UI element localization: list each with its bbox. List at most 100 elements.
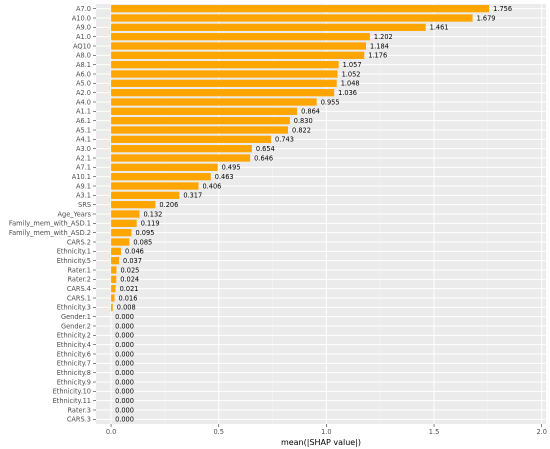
x-tick-label: 0.5 — [213, 428, 224, 436]
value-label: 0.000 — [115, 406, 134, 414]
y-tick-label: A1.0 — [76, 33, 91, 41]
y-tick-label: A2.0 — [76, 89, 91, 97]
bar — [111, 229, 132, 237]
y-tick-label: Age_Years — [58, 210, 92, 218]
value-label: 0.000 — [115, 322, 134, 330]
y-tick-label: A2.1 — [76, 154, 91, 162]
y-tick-label: Ethnicity.5 — [57, 257, 91, 265]
bar — [111, 145, 252, 153]
y-tick-label: Ethnicity.4 — [57, 341, 91, 349]
y-tick-label: A7.0 — [76, 5, 91, 13]
value-label: 0.008 — [117, 304, 136, 312]
value-label: 0.024 — [120, 276, 139, 284]
x-tick-label: 2.0 — [536, 428, 547, 436]
bar — [111, 117, 290, 125]
y-tick-label: Ethnicity.1 — [57, 248, 91, 256]
value-label: 0.646 — [254, 154, 273, 162]
y-tick-label: Rater.3 — [67, 406, 91, 414]
bar — [111, 14, 473, 22]
bar — [111, 42, 366, 50]
bar — [111, 303, 113, 311]
y-tick-label: A3.0 — [76, 145, 91, 153]
bar — [111, 126, 289, 134]
value-label: 0.000 — [115, 332, 134, 340]
y-tick-label: Ethnicity.6 — [57, 350, 91, 358]
x-axis-ticks: 0.0 0.5 1.0 1.5 2.0 — [106, 424, 547, 436]
value-label: 0.000 — [115, 416, 134, 424]
y-tick-label: Ethnicity.8 — [57, 369, 91, 377]
y-tick-label: A5.1 — [76, 126, 91, 134]
value-label: 1.176 — [368, 52, 387, 60]
y-tick-label: A10.1 — [72, 173, 91, 181]
y-tick-label: A3.1 — [76, 192, 91, 200]
y-tick-label: Ethnicity.11 — [53, 397, 91, 405]
value-label: 1.057 — [343, 61, 362, 69]
value-label: 0.046 — [125, 248, 144, 256]
value-label: 0.000 — [115, 388, 134, 396]
value-label: 0.000 — [115, 369, 134, 377]
x-tick-label: 1.0 — [321, 428, 332, 436]
y-tick-label: A4.1 — [76, 136, 91, 144]
value-label: 1.461 — [430, 24, 449, 32]
value-label: 0.000 — [115, 341, 134, 349]
bar — [111, 201, 156, 209]
value-label: 0.955 — [321, 98, 340, 106]
y-tick-label: CARS.3 — [67, 416, 91, 424]
y-tick-label: Ethnicity.7 — [57, 360, 91, 368]
y-tick-label: A4.0 — [76, 98, 91, 106]
bar — [111, 98, 317, 106]
y-tick-label: Family_mem_with_ASD.1 — [9, 220, 91, 228]
value-label: 0.864 — [301, 108, 320, 116]
value-label: 0.085 — [133, 238, 152, 246]
value-label: 1.036 — [338, 89, 357, 97]
bar — [111, 61, 339, 69]
bar — [111, 154, 251, 162]
value-label: 0.021 — [120, 285, 139, 293]
bar — [111, 182, 199, 190]
bar — [111, 257, 120, 265]
y-tick-label: Ethnicity.9 — [57, 378, 91, 386]
value-label: 0.000 — [115, 313, 134, 321]
value-label: 0.830 — [294, 117, 313, 125]
y-tick-label: A8.0 — [76, 52, 91, 60]
value-label: 0.206 — [159, 201, 178, 209]
bar — [111, 5, 490, 13]
y-tick-label: Ethnicity.10 — [53, 388, 91, 396]
bar — [111, 107, 298, 115]
y-tick-label: Ethnicity.2 — [57, 332, 91, 340]
y-tick-label: A10.0 — [72, 14, 91, 22]
y-tick-label: SRS — [78, 201, 91, 209]
bar — [111, 135, 272, 143]
y-tick-label: A9.1 — [76, 182, 91, 190]
value-label: 1.048 — [341, 80, 360, 88]
value-label: 1.052 — [342, 70, 361, 78]
x-axis-title: mean(|SHAP value|) — [281, 438, 361, 447]
bars — [111, 5, 490, 311]
y-tick-label: A5.0 — [76, 80, 91, 88]
y-tick-label: A6.0 — [76, 70, 91, 78]
bar — [111, 173, 211, 181]
value-label: 0.016 — [119, 294, 138, 302]
y-tick-label: Gender.2 — [61, 322, 91, 330]
value-label: 0.822 — [292, 126, 311, 134]
value-label: 1.756 — [493, 5, 512, 13]
bar — [111, 238, 130, 246]
value-label: 0.000 — [115, 378, 134, 386]
value-label: 0.000 — [115, 397, 134, 405]
bar — [111, 294, 115, 302]
y-tick-label: Family_mem_with_ASD.2 — [9, 229, 91, 237]
value-label: 0.095 — [136, 229, 155, 237]
value-label: 0.000 — [115, 350, 134, 358]
value-label: 0.495 — [222, 164, 241, 172]
value-label: 0.743 — [275, 136, 294, 144]
bar — [111, 285, 116, 293]
bar — [111, 247, 121, 255]
y-tick-label: A8.1 — [76, 61, 91, 69]
bar — [111, 163, 218, 171]
bar — [111, 219, 137, 227]
value-label: 0.654 — [256, 145, 275, 153]
bar — [111, 51, 365, 59]
bar — [111, 79, 337, 87]
y-tick-label: Rater.2 — [67, 276, 91, 284]
